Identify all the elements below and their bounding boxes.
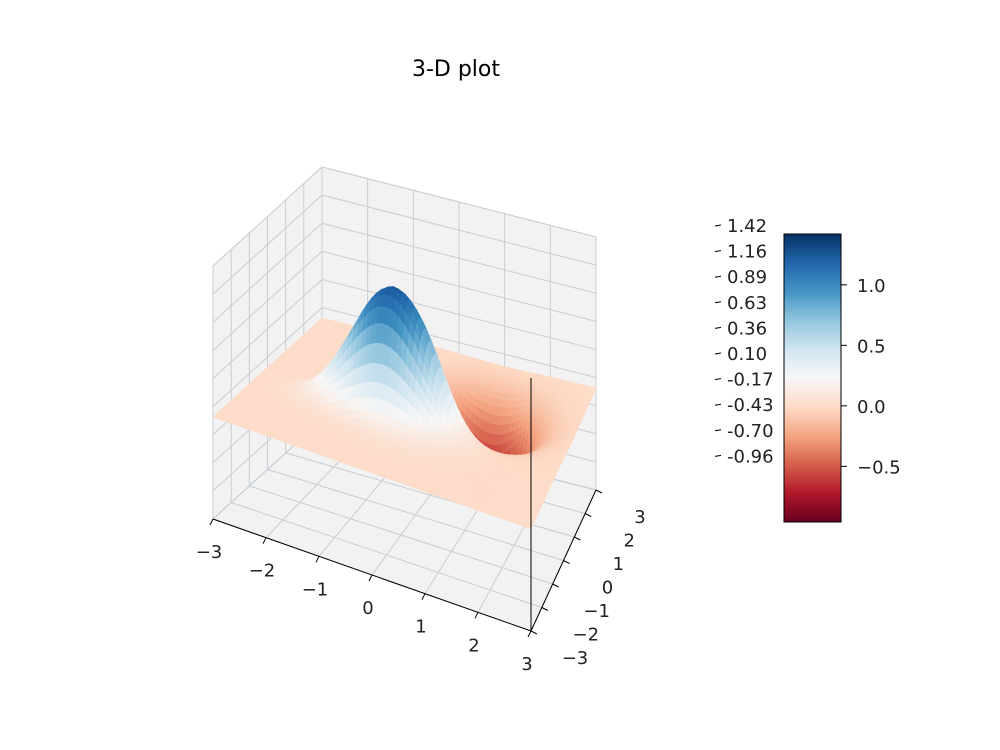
x-tick-mark: [527, 630, 532, 638]
y-tick-mark: [563, 560, 570, 564]
y-tick-mark: [595, 489, 603, 494]
z-tick-mark: [714, 352, 722, 355]
y-tick-label: 1: [613, 554, 624, 575]
x-tick-label: 2: [468, 635, 479, 656]
grid-line: [321, 278, 597, 350]
z-tick-mark: [714, 378, 722, 381]
z-tick-mark: [714, 224, 722, 227]
chart-title: 3-D plot: [412, 57, 500, 82]
x-tick-mark: [209, 518, 214, 526]
z-tick-label: -0.43: [727, 395, 774, 416]
x-tick-label: −2: [249, 561, 276, 582]
z-axis-ticks: 1.42 1.16 0.89 0.63 0.36 0.10 -0.17 -0.43 -0.70 -…: [714, 216, 774, 467]
x-tick-mark: [262, 537, 267, 544]
colorbar-ticks: 1.0 0.5 0.0 −0.5: [841, 276, 901, 478]
z-tick-label: -0.96: [727, 446, 774, 467]
z-tick-mark: [714, 326, 722, 329]
x-tick-label: 0: [362, 598, 373, 619]
z-tick-mark: [714, 454, 722, 457]
y-tick-label: −3: [562, 648, 589, 669]
x-axis-ticks: −3 −2 −1 0 1 2 3: [196, 518, 533, 675]
surface: [212, 285, 597, 530]
x-tick-label: −3: [196, 542, 223, 563]
y-tick-label: 3: [634, 507, 645, 528]
z-tick-label: 0.10: [727, 344, 767, 365]
grid-line: [212, 222, 323, 323]
grid-line: [321, 194, 597, 266]
colorbar-tick-label: 0.5: [857, 336, 886, 357]
x-tick-mark: [421, 593, 426, 600]
grid-line: [212, 250, 323, 351]
z-tick-mark: [714, 250, 722, 253]
grid-line: [249, 485, 553, 585]
z-tick-label: 0.63: [727, 293, 767, 314]
z-tick-label: 0.89: [727, 267, 767, 288]
grid-line: [321, 250, 597, 322]
y-tick-label: 0: [602, 578, 613, 599]
grid-line: [321, 166, 597, 238]
colorbar-tick-label: 0.0: [857, 397, 886, 418]
grid-line: [212, 166, 323, 267]
y-tick-mark: [530, 630, 538, 635]
grid-line: [231, 502, 542, 608]
colorbar: 1.0 0.5 0.0 −0.5: [783, 233, 901, 523]
z-tick-label: -0.70: [727, 421, 774, 442]
grid-line: [267, 469, 564, 561]
y-tick-label: −1: [583, 601, 610, 622]
z-tick-label: 1.42: [727, 216, 767, 237]
grid-line: [212, 194, 323, 295]
grid-line: [212, 279, 323, 379]
y-tick-mark: [584, 513, 592, 517]
x-tick-label: −1: [302, 579, 329, 600]
y-tick-mark: [574, 536, 581, 541]
grid-line: [321, 222, 597, 294]
x-tick-label: 3: [521, 654, 532, 675]
y-tick-label: −2: [573, 625, 600, 646]
surface-patch: [525, 524, 533, 530]
colorbar-gradient: [783, 233, 842, 523]
x-tick-mark: [315, 556, 320, 563]
colorbar-tick-label: −0.5: [857, 457, 901, 478]
colorbar-tick-label: 1.0: [857, 276, 886, 297]
y-tick-label: 2: [623, 531, 634, 552]
grid-line: [212, 307, 323, 407]
x-tick-label: 1: [415, 617, 426, 638]
z-tick-label: 0.36: [727, 318, 767, 339]
z-tick-label: -0.17: [727, 370, 774, 391]
z-tick-mark: [714, 403, 722, 406]
x-tick-mark: [368, 574, 373, 582]
z-tick-label: 1.16: [727, 242, 767, 263]
z-tick-mark: [714, 275, 722, 278]
z-tick-mark: [714, 301, 722, 304]
z-tick-mark: [714, 429, 722, 432]
y-tick-mark: [541, 607, 549, 611]
x-tick-mark: [474, 612, 479, 619]
y-tick-mark: [552, 583, 559, 588]
